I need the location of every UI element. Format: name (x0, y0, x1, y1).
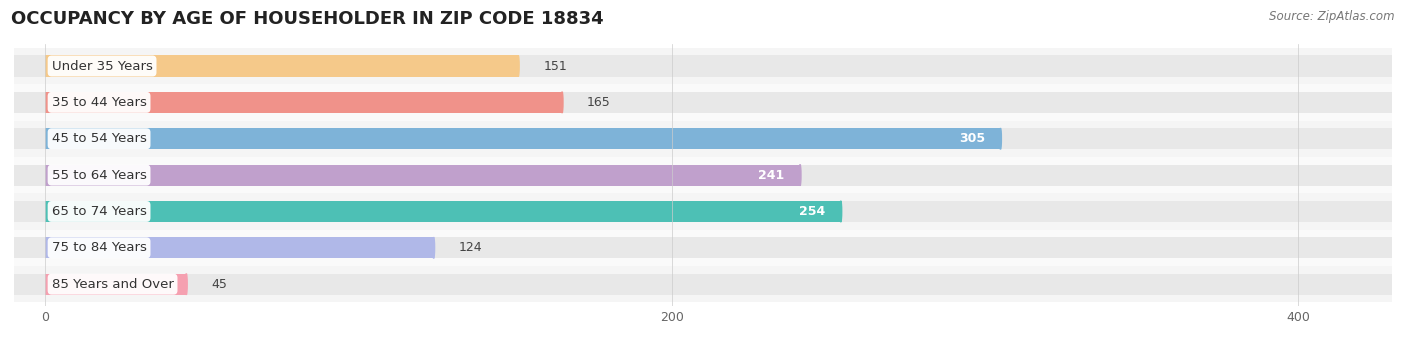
Bar (14, 128, 1392, 149)
Bar (14, 92, 1392, 113)
Circle shape (433, 237, 434, 258)
Text: 85 Years and Over: 85 Years and Over (52, 278, 173, 291)
Text: 305: 305 (959, 132, 984, 145)
Bar (14, 201, 1392, 222)
Text: 151: 151 (543, 59, 567, 72)
Bar (14, 193, 1392, 230)
Circle shape (517, 55, 519, 76)
Text: 65 to 74 Years: 65 to 74 Years (52, 205, 146, 218)
Bar (14, 274, 1392, 295)
Bar (14, 237, 1392, 258)
Bar (14, 84, 1392, 121)
Bar (45, 237, 433, 258)
Circle shape (186, 274, 187, 295)
Circle shape (839, 201, 842, 222)
Bar (14, 55, 1392, 76)
Text: 35 to 44 Years: 35 to 44 Years (52, 96, 146, 109)
Bar (14, 230, 1392, 266)
Bar (14, 121, 1392, 157)
Bar (14, 157, 1392, 193)
Bar (45, 201, 841, 222)
Text: 165: 165 (588, 96, 610, 109)
Text: 45: 45 (211, 278, 228, 291)
Bar (45, 92, 562, 113)
Bar (45, 165, 800, 186)
Circle shape (799, 165, 801, 186)
Text: OCCUPANCY BY AGE OF HOUSEHOLDER IN ZIP CODE 18834: OCCUPANCY BY AGE OF HOUSEHOLDER IN ZIP C… (11, 10, 603, 28)
Text: Under 35 Years: Under 35 Years (52, 59, 152, 72)
Bar (45, 274, 186, 295)
Text: 55 to 64 Years: 55 to 64 Years (52, 169, 146, 182)
Text: 241: 241 (758, 169, 785, 182)
Bar (14, 48, 1392, 84)
Bar (45, 128, 1001, 149)
Text: 124: 124 (458, 241, 482, 254)
Bar (14, 165, 1392, 186)
Text: 75 to 84 Years: 75 to 84 Years (52, 241, 146, 254)
Bar (14, 266, 1392, 302)
Circle shape (1000, 128, 1001, 149)
Text: Source: ZipAtlas.com: Source: ZipAtlas.com (1270, 10, 1395, 23)
Text: 45 to 54 Years: 45 to 54 Years (52, 132, 146, 145)
Bar (45, 55, 519, 76)
Circle shape (561, 92, 562, 113)
Text: 254: 254 (799, 205, 825, 218)
